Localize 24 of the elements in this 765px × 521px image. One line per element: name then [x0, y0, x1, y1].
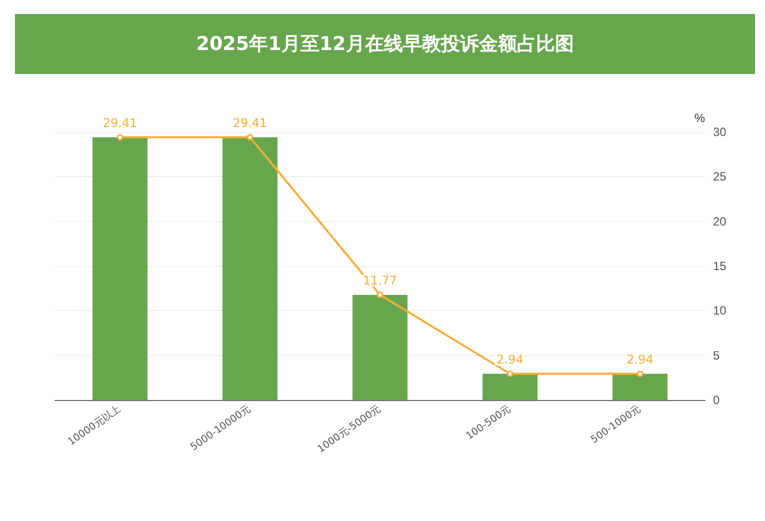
bar — [612, 374, 668, 400]
y-axis-title: % — [694, 111, 706, 125]
bar — [352, 294, 408, 400]
y-tick-label: 25 — [713, 170, 727, 184]
data-label: 2.94 — [626, 352, 654, 366]
point — [506, 370, 514, 377]
y-tick-label: 20 — [713, 214, 727, 228]
point — [116, 134, 124, 141]
data-label: 29.41 — [232, 116, 268, 130]
y-tick-label: 10 — [713, 304, 727, 318]
point — [246, 134, 254, 141]
y-tick-label: 15 — [713, 259, 727, 273]
y-tick-label: 30 — [713, 125, 727, 139]
y-tick-label: 0 — [713, 393, 720, 407]
bar — [482, 374, 538, 400]
data-label: 29.41 — [102, 116, 138, 130]
data-label: 2.94 — [496, 352, 524, 366]
bar — [92, 137, 148, 400]
point — [636, 370, 644, 377]
data-label: 11.77 — [362, 274, 398, 288]
y-tick-label: 5 — [713, 348, 720, 362]
bar — [222, 137, 278, 400]
chart-title: 2025年1月至12月在线早教投诉金额占比图 — [15, 14, 755, 74]
point — [376, 292, 384, 298]
